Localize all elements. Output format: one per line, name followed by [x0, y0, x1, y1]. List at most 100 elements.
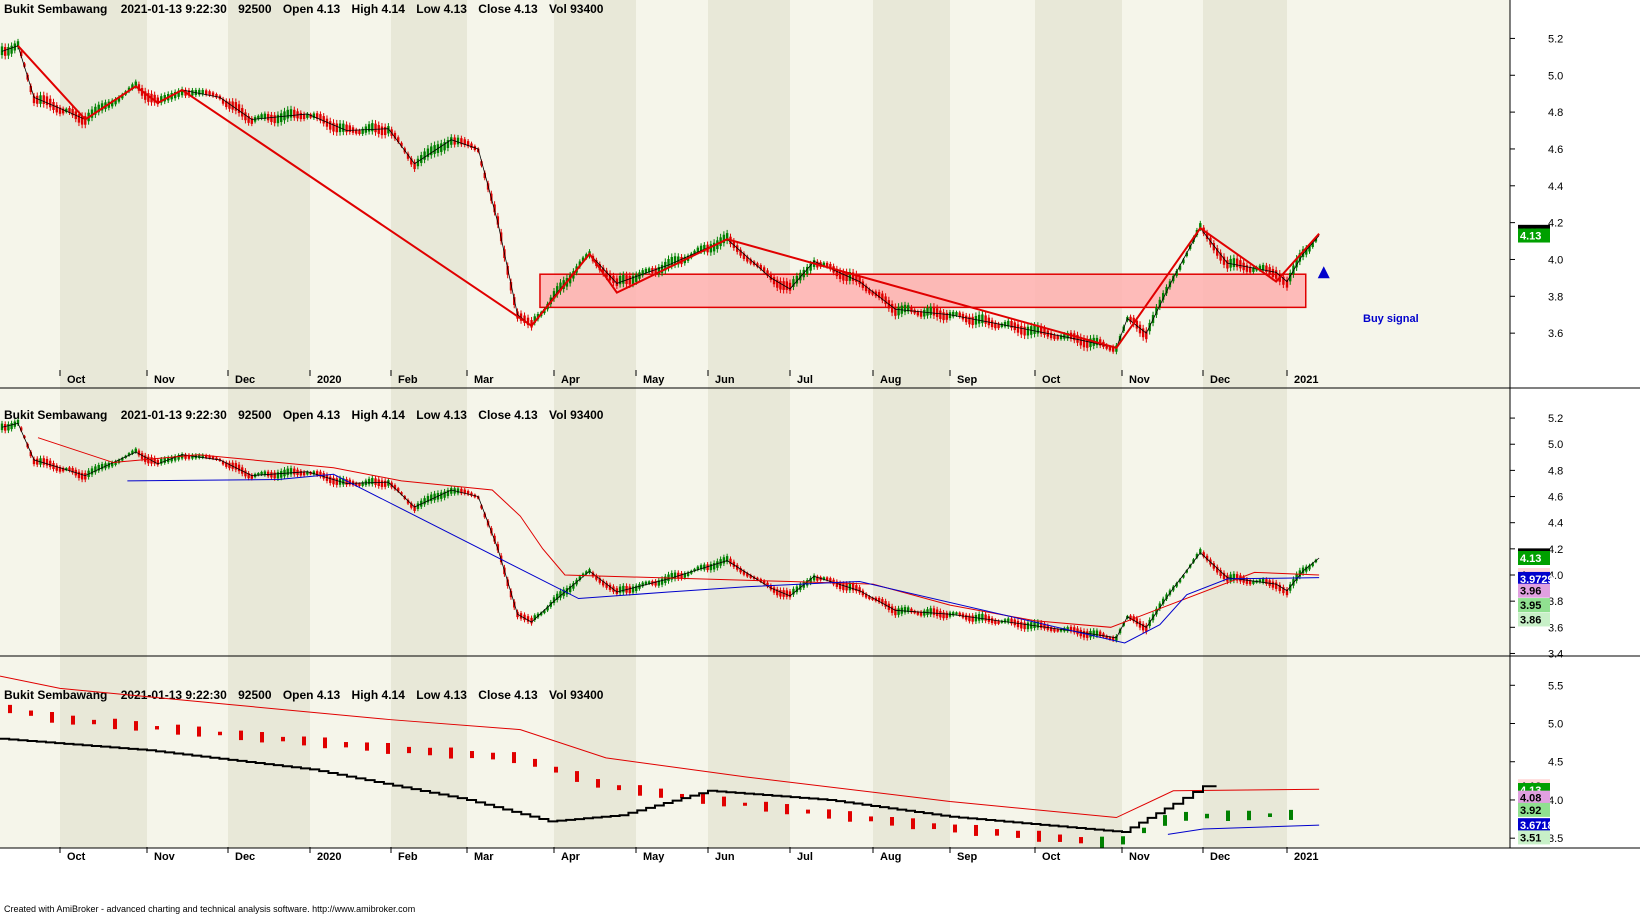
candle-body [615, 278, 619, 286]
candle-body [667, 259, 670, 268]
y-tick-label: 5.2 [1548, 33, 1563, 45]
buy-signal-label: Buy signal [1363, 313, 1419, 325]
candle-body [1202, 552, 1205, 557]
candle-body [1301, 249, 1305, 257]
candle-body [916, 611, 920, 615]
candle-body [913, 309, 916, 314]
trailing-stop-pane[interactable]: Bukit Sembawang 2021-01-13 9:22:30 92500… [0, 408, 1563, 660]
candle-body [413, 505, 416, 511]
candle-body [270, 472, 273, 478]
candle-body [1235, 258, 1239, 268]
candle-body [1013, 322, 1016, 331]
candle-body [276, 114, 280, 124]
candle-body [868, 289, 871, 294]
candle-body [1036, 621, 1040, 628]
weekly-candle [827, 809, 831, 819]
y-tick-label: 3.6 [1548, 622, 1563, 634]
candle-body [864, 285, 868, 292]
candle-body [1132, 317, 1135, 325]
month-band [60, 0, 147, 848]
month-band [1203, 0, 1287, 848]
month-band [467, 0, 554, 848]
candle-body [100, 103, 104, 111]
candle-body [1245, 265, 1249, 272]
header-datetime: 2021-01-13 9:22:30 [121, 2, 227, 16]
candle-body [383, 126, 387, 136]
candle-body [446, 139, 450, 148]
candle-body [1305, 247, 1308, 255]
candle-body [1073, 627, 1076, 633]
candle-body [868, 596, 871, 600]
candle-body [977, 314, 981, 324]
trailing-lower-line [127, 473, 1320, 644]
candle-body [559, 591, 562, 598]
candle-body [45, 458, 49, 466]
candle-body [779, 280, 782, 290]
candle-body [1298, 253, 1302, 262]
candle-body [699, 565, 703, 570]
candle-body [822, 577, 826, 580]
weekly-candle [953, 824, 957, 833]
candle-body [729, 558, 732, 565]
header-low-3: Low 4.13 [416, 688, 467, 702]
candle-body [809, 577, 812, 584]
candle-body [208, 91, 211, 96]
candle-body [144, 455, 147, 462]
candle-body [1141, 623, 1145, 631]
candle-body [315, 471, 319, 476]
value-badge-label: 3.51 [1520, 832, 1541, 844]
weekly-candle [470, 751, 474, 759]
y-tick-label: 4.2 [1548, 218, 1563, 230]
candle-body [602, 580, 605, 586]
candle-body [306, 471, 309, 475]
candle-body [1079, 336, 1082, 346]
weekly-pane[interactable]: Bukit Sembawang 2021-01-13 9:22:30 92500… [0, 675, 1563, 863]
y-tick-label: 3.8 [1548, 291, 1563, 303]
header-close-3: Close 4.13 [478, 688, 538, 702]
candle-body [355, 482, 358, 486]
month-label: Aug [880, 374, 901, 386]
candle-body [605, 582, 608, 588]
value-badge-label: 3.96 [1520, 586, 1541, 598]
candle-body [725, 556, 729, 562]
candle-body [864, 593, 868, 598]
candle-body [127, 453, 131, 456]
candle-body [237, 104, 241, 114]
candle-body [654, 580, 657, 586]
symbol-title: Bukit Sembawang [4, 2, 107, 16]
candle-body [897, 608, 900, 615]
candle-body [926, 609, 929, 615]
candle-body [871, 291, 874, 295]
candle-body [329, 121, 332, 130]
candle-body [984, 614, 987, 621]
candle-body [948, 312, 952, 319]
candle-body [683, 573, 686, 578]
candle-body [387, 480, 390, 486]
month-label: Jul [797, 374, 813, 386]
candle-body [1111, 346, 1115, 352]
weekly-candle [1247, 810, 1251, 821]
candle-body [147, 456, 150, 464]
candle-body [263, 113, 267, 119]
month-label: Oct [67, 851, 86, 863]
candle-body [994, 322, 997, 329]
month-band [790, 0, 873, 848]
month-label: Dec [235, 851, 255, 863]
candle-body [400, 492, 403, 495]
month-label: Oct [67, 374, 86, 386]
candle-body [955, 312, 958, 316]
candle-body [371, 123, 374, 132]
price-pane[interactable]: Bukit Sembawang 2021-01-13 9:22:30 92500… [0, 2, 1563, 386]
month-label: Nov [1129, 851, 1151, 863]
candle-body [964, 614, 968, 620]
value-badge-label: 3.86 [1520, 614, 1541, 626]
candle-body [342, 478, 345, 485]
month-label: Apr [561, 851, 581, 863]
candle-body [4, 424, 7, 431]
month-label: May [643, 851, 665, 863]
weekly-candle [785, 804, 789, 815]
month-label: Oct [1042, 851, 1061, 863]
candle-body [211, 456, 215, 460]
month-label: 2021 [1294, 374, 1318, 386]
candle-body [871, 597, 874, 600]
